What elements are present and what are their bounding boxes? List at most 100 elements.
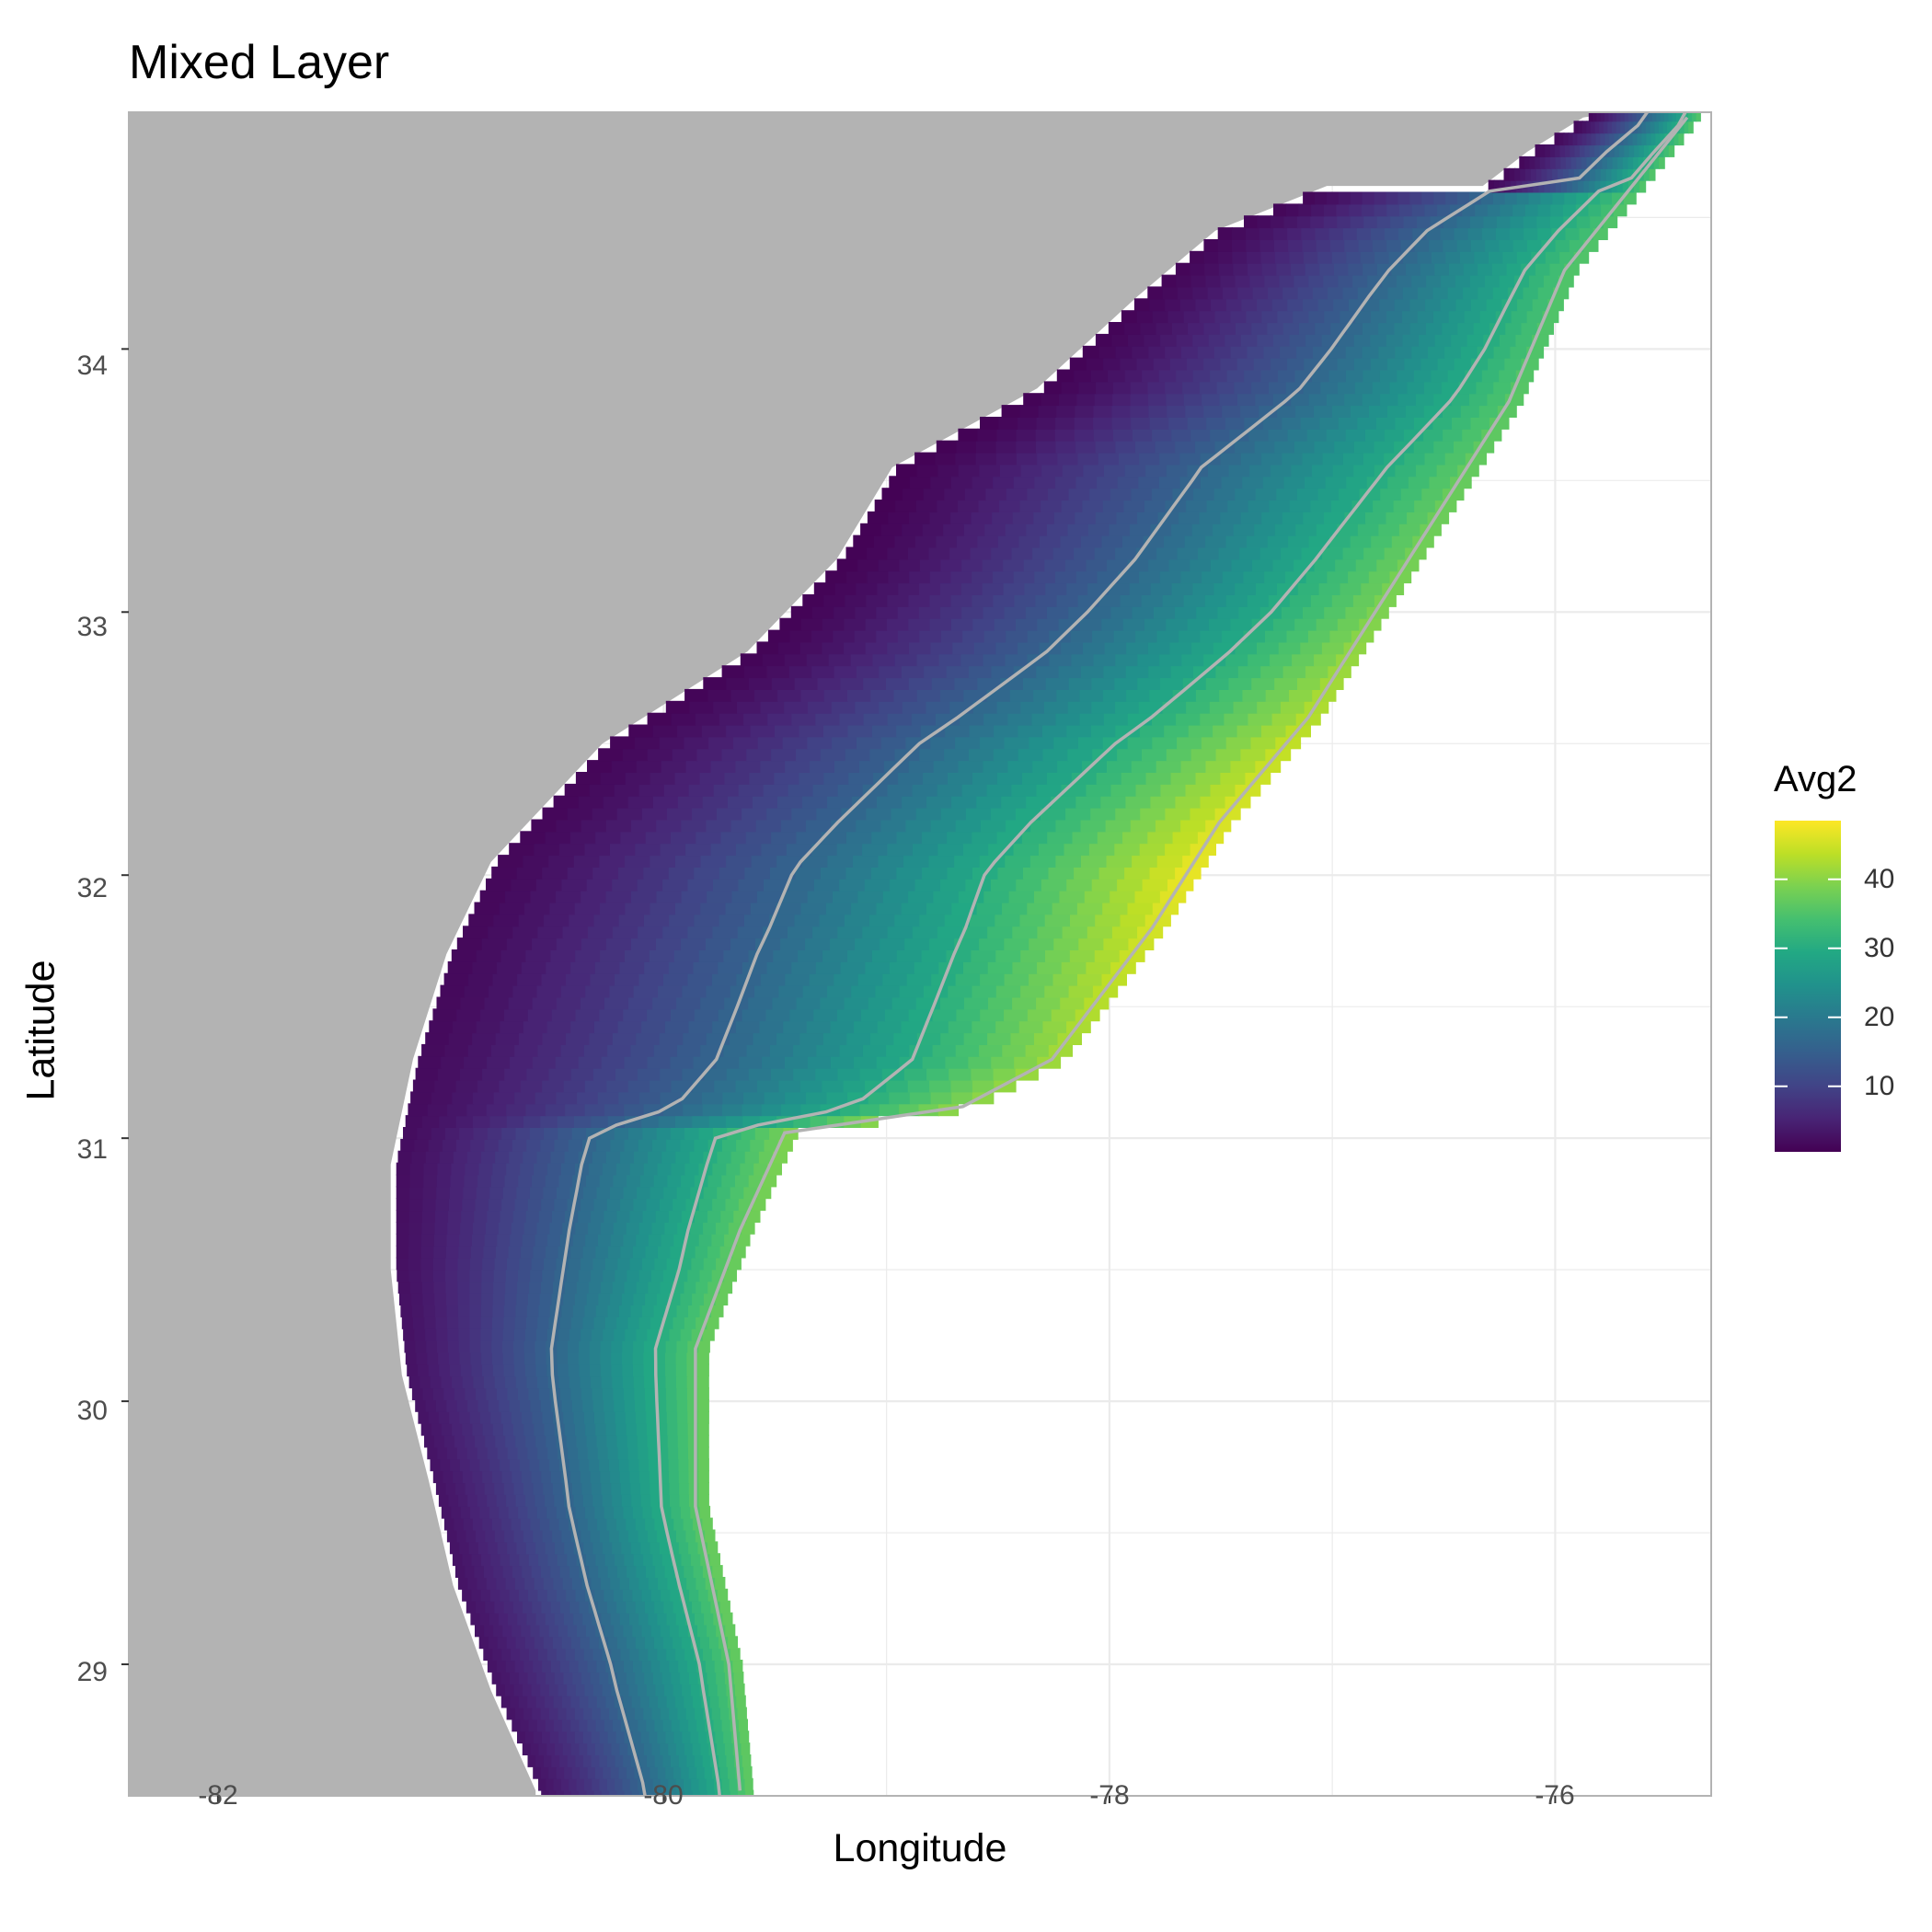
raster-cell xyxy=(641,1624,652,1638)
raster-cell xyxy=(527,1008,553,1022)
raster-cell xyxy=(694,914,720,927)
raster-cell xyxy=(526,1375,538,1389)
raster-cell xyxy=(549,902,576,915)
raster-cell xyxy=(580,996,605,1010)
raster-cell xyxy=(725,1624,736,1638)
raster-cell xyxy=(665,700,691,714)
raster-cell xyxy=(1316,617,1339,631)
raster-cell xyxy=(1136,357,1155,371)
raster-cell xyxy=(696,831,722,845)
raster-cell xyxy=(711,972,738,986)
raster-cell xyxy=(904,937,931,950)
raster-cell xyxy=(562,1577,573,1590)
raster-cell xyxy=(646,1719,656,1732)
raster-cell xyxy=(646,1683,657,1696)
raster-cell xyxy=(687,1269,701,1282)
raster-cell xyxy=(1346,476,1368,489)
raster-cell xyxy=(647,1008,672,1022)
raster-cell xyxy=(689,1671,699,1685)
raster-cell xyxy=(1572,179,1580,193)
raster-cell xyxy=(1052,972,1078,986)
raster-cell xyxy=(477,1079,500,1093)
raster-cell xyxy=(632,1505,644,1519)
raster-cell xyxy=(409,1162,425,1176)
raster-cell xyxy=(657,1245,672,1259)
raster-cell xyxy=(1654,121,1660,134)
raster-cell xyxy=(736,1695,746,1708)
raster-cell xyxy=(1134,890,1161,903)
raster-cell xyxy=(684,1742,694,1755)
raster-cell xyxy=(1176,712,1202,726)
raster-cell xyxy=(1165,381,1184,395)
raster-cell xyxy=(455,1079,478,1093)
raster-cell xyxy=(415,1340,428,1353)
raster-cell xyxy=(1293,310,1310,324)
raster-cell xyxy=(839,878,866,891)
raster-cell xyxy=(465,1434,477,1448)
raster-cell xyxy=(600,1221,615,1235)
raster-cell xyxy=(708,1683,719,1696)
raster-cell xyxy=(1632,132,1639,146)
raster-cell xyxy=(1034,1032,1059,1045)
raster-cell xyxy=(645,1398,657,1412)
raster-cell xyxy=(494,1529,506,1543)
raster-cell xyxy=(1004,972,1030,986)
raster-cell xyxy=(1246,239,1261,252)
raster-cell xyxy=(600,772,627,785)
raster-cell xyxy=(450,1458,461,1472)
raster-cell xyxy=(580,1695,590,1708)
raster-cell xyxy=(578,1446,589,1460)
raster-cell xyxy=(485,1434,497,1448)
raster-cell xyxy=(1474,250,1489,264)
raster-cell xyxy=(682,984,707,998)
raster-cell xyxy=(472,1422,484,1436)
raster-cell xyxy=(1125,665,1150,679)
raster-cell xyxy=(422,1186,438,1200)
raster-cell xyxy=(1276,262,1292,276)
raster-cell xyxy=(549,1458,560,1472)
raster-cell xyxy=(1140,807,1167,821)
raster-cell xyxy=(471,1553,482,1567)
raster-cell xyxy=(903,855,930,868)
raster-cell xyxy=(983,605,1006,619)
raster-cell xyxy=(408,1245,422,1259)
raster-cell xyxy=(771,748,797,762)
raster-cell xyxy=(397,1269,410,1282)
raster-cell xyxy=(1175,440,1196,454)
raster-cell xyxy=(670,1055,695,1069)
raster-cell xyxy=(1241,298,1258,312)
raster-cell xyxy=(993,594,1016,607)
raster-cell xyxy=(972,1079,995,1093)
raster-cell xyxy=(686,1233,700,1247)
raster-cell xyxy=(1641,121,1647,134)
raster-cell xyxy=(535,1434,547,1448)
raster-cell xyxy=(1080,819,1107,833)
raster-cell xyxy=(603,1765,612,1779)
raster-cell xyxy=(695,1612,706,1626)
raster-cell xyxy=(541,1281,554,1294)
raster-cell xyxy=(692,1079,716,1093)
raster-cell xyxy=(730,1150,746,1164)
raster-cell xyxy=(492,972,519,986)
raster-cell xyxy=(702,1103,723,1117)
raster-cell xyxy=(1612,112,1617,122)
raster-cell xyxy=(702,1754,712,1767)
raster-cell xyxy=(1270,464,1293,477)
raster-cell xyxy=(554,1719,564,1732)
raster-cell xyxy=(522,1233,536,1247)
raster-cell xyxy=(945,724,971,738)
raster-cell xyxy=(869,914,896,927)
raster-cell xyxy=(684,688,709,702)
raster-cell xyxy=(589,1032,614,1045)
raster-cell xyxy=(643,1707,653,1720)
raster-cell xyxy=(466,1600,477,1614)
raster-cell xyxy=(1599,144,1605,157)
raster-cell xyxy=(1452,417,1472,430)
raster-cell xyxy=(1159,653,1183,667)
raster-cell xyxy=(636,1281,650,1294)
raster-cell xyxy=(683,1777,693,1791)
raster-cell xyxy=(781,1103,802,1117)
raster-cell xyxy=(1107,558,1129,572)
raster-cell xyxy=(980,1008,1006,1022)
raster-cell xyxy=(1197,345,1215,359)
